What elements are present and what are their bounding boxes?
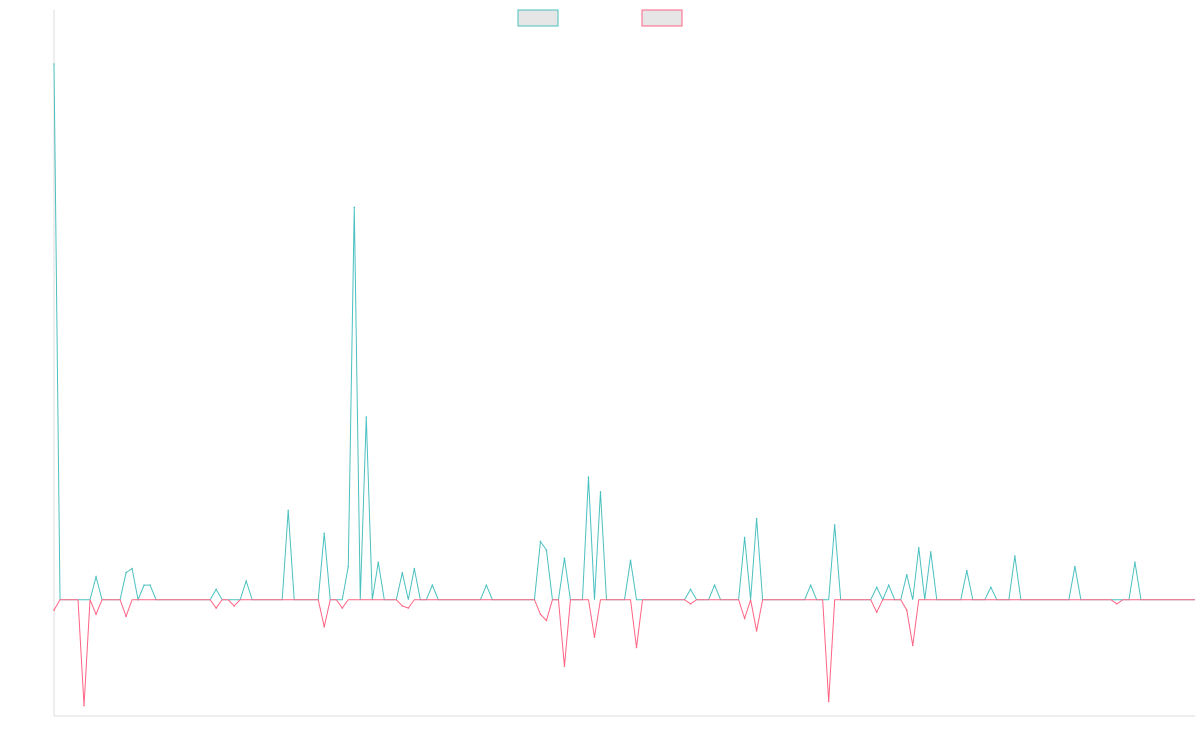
series-2-point <box>1116 603 1118 605</box>
series-2-point <box>563 665 566 667</box>
legend-swatch-1[interactable] <box>517 9 559 27</box>
series-2-point <box>875 611 878 613</box>
series-1-point <box>431 584 434 586</box>
series-line-2 <box>53 599 1195 706</box>
series-1-point <box>917 547 920 549</box>
legend-swatch-2[interactable] <box>641 9 683 27</box>
series-layer <box>53 63 1195 707</box>
series-1-point <box>875 586 878 589</box>
series-1-point <box>1074 565 1076 568</box>
series-1-point <box>599 490 602 493</box>
series-2-point <box>911 644 914 647</box>
series-2-point <box>407 607 410 609</box>
series-2-point <box>233 605 235 607</box>
series-1-point <box>401 571 404 574</box>
series-2-point <box>827 700 830 703</box>
series-2-point <box>53 609 55 611</box>
series-1-point <box>245 580 247 582</box>
series-2-point <box>689 603 692 605</box>
series-1-point <box>143 584 145 586</box>
series-1-point <box>215 588 217 591</box>
series-1-point <box>413 567 416 570</box>
legend <box>517 9 683 27</box>
series-1-point <box>323 532 326 535</box>
series-1-point <box>990 586 992 589</box>
series-1-point <box>485 584 488 586</box>
series-1-point <box>347 565 350 568</box>
series-1-point <box>365 416 368 418</box>
series-2-point <box>401 605 404 607</box>
series-2-point <box>539 613 542 616</box>
series-1-point <box>887 584 890 586</box>
series-1-point <box>377 561 380 564</box>
series-1-point <box>545 549 548 551</box>
series-1-point <box>1134 561 1136 564</box>
series-2-point <box>635 646 638 649</box>
series-1-point <box>287 509 290 512</box>
series-1-point <box>743 536 746 539</box>
series-1-point <box>149 584 151 586</box>
series-1-point <box>755 517 758 520</box>
series-1-point <box>539 540 542 543</box>
series-2-point <box>755 630 758 632</box>
series-2-point <box>83 704 85 707</box>
series-line-1 <box>53 63 1195 602</box>
series-1-point <box>713 584 716 586</box>
series-1-point <box>966 569 968 572</box>
series-1-point <box>629 559 632 562</box>
series-2-point <box>125 615 127 618</box>
series-1-point <box>131 567 133 570</box>
series-2-point <box>743 617 746 620</box>
series-1-point <box>125 571 127 574</box>
series-1-point <box>1014 555 1016 557</box>
series-2-point <box>95 613 97 616</box>
series-2-point <box>323 625 326 628</box>
series-1-point <box>929 551 932 553</box>
series-1-point <box>905 574 908 576</box>
series-1-point <box>689 588 692 591</box>
series-2-point <box>905 609 908 611</box>
series-1-point <box>833 524 836 526</box>
series-1-point <box>95 576 97 578</box>
series-2-point <box>341 607 344 609</box>
series-1-point <box>353 206 356 209</box>
series-1-point <box>53 63 55 65</box>
series-2-point <box>215 607 217 609</box>
series-2-point <box>545 619 548 622</box>
series-1-point <box>587 476 590 479</box>
series-1-point <box>563 557 566 559</box>
series-2-point <box>593 636 596 638</box>
series-1-point <box>809 584 812 586</box>
